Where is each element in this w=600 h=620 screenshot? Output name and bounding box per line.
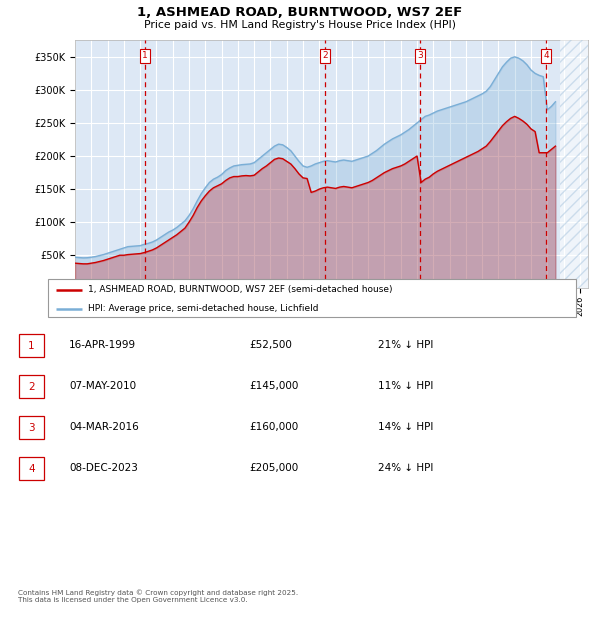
Text: 2: 2 [28, 382, 35, 392]
Text: 4: 4 [544, 51, 549, 61]
Text: 2: 2 [322, 51, 328, 61]
Text: Contains HM Land Registry data © Crown copyright and database right 2025.
This d: Contains HM Land Registry data © Crown c… [18, 589, 298, 603]
Text: 1, ASHMEAD ROAD, BURNTWOOD, WS7 2EF (semi-detached house): 1, ASHMEAD ROAD, BURNTWOOD, WS7 2EF (sem… [88, 285, 392, 294]
Text: Price paid vs. HM Land Registry's House Price Index (HPI): Price paid vs. HM Land Registry's House … [144, 20, 456, 30]
Text: 3: 3 [417, 51, 422, 61]
Text: 24% ↓ HPI: 24% ↓ HPI [378, 463, 433, 473]
Text: £160,000: £160,000 [249, 422, 298, 432]
Text: £145,000: £145,000 [249, 381, 298, 391]
Text: £205,000: £205,000 [249, 463, 298, 473]
Text: 1, ASHMEAD ROAD, BURNTWOOD, WS7 2EF: 1, ASHMEAD ROAD, BURNTWOOD, WS7 2EF [137, 6, 463, 19]
Text: 1: 1 [28, 341, 35, 351]
Text: £52,500: £52,500 [249, 340, 292, 350]
Text: 11% ↓ HPI: 11% ↓ HPI [378, 381, 433, 391]
Text: 16-APR-1999: 16-APR-1999 [69, 340, 136, 350]
Text: 14% ↓ HPI: 14% ↓ HPI [378, 422, 433, 432]
Text: 04-MAR-2016: 04-MAR-2016 [69, 422, 139, 432]
Text: 07-MAY-2010: 07-MAY-2010 [69, 381, 136, 391]
Text: HPI: Average price, semi-detached house, Lichfield: HPI: Average price, semi-detached house,… [88, 304, 318, 314]
Text: 4: 4 [28, 464, 35, 474]
Text: 08-DEC-2023: 08-DEC-2023 [69, 463, 138, 473]
Text: 21% ↓ HPI: 21% ↓ HPI [378, 340, 433, 350]
Text: 1: 1 [142, 51, 148, 61]
Bar [560, 40, 588, 288]
Text: 3: 3 [28, 423, 35, 433]
